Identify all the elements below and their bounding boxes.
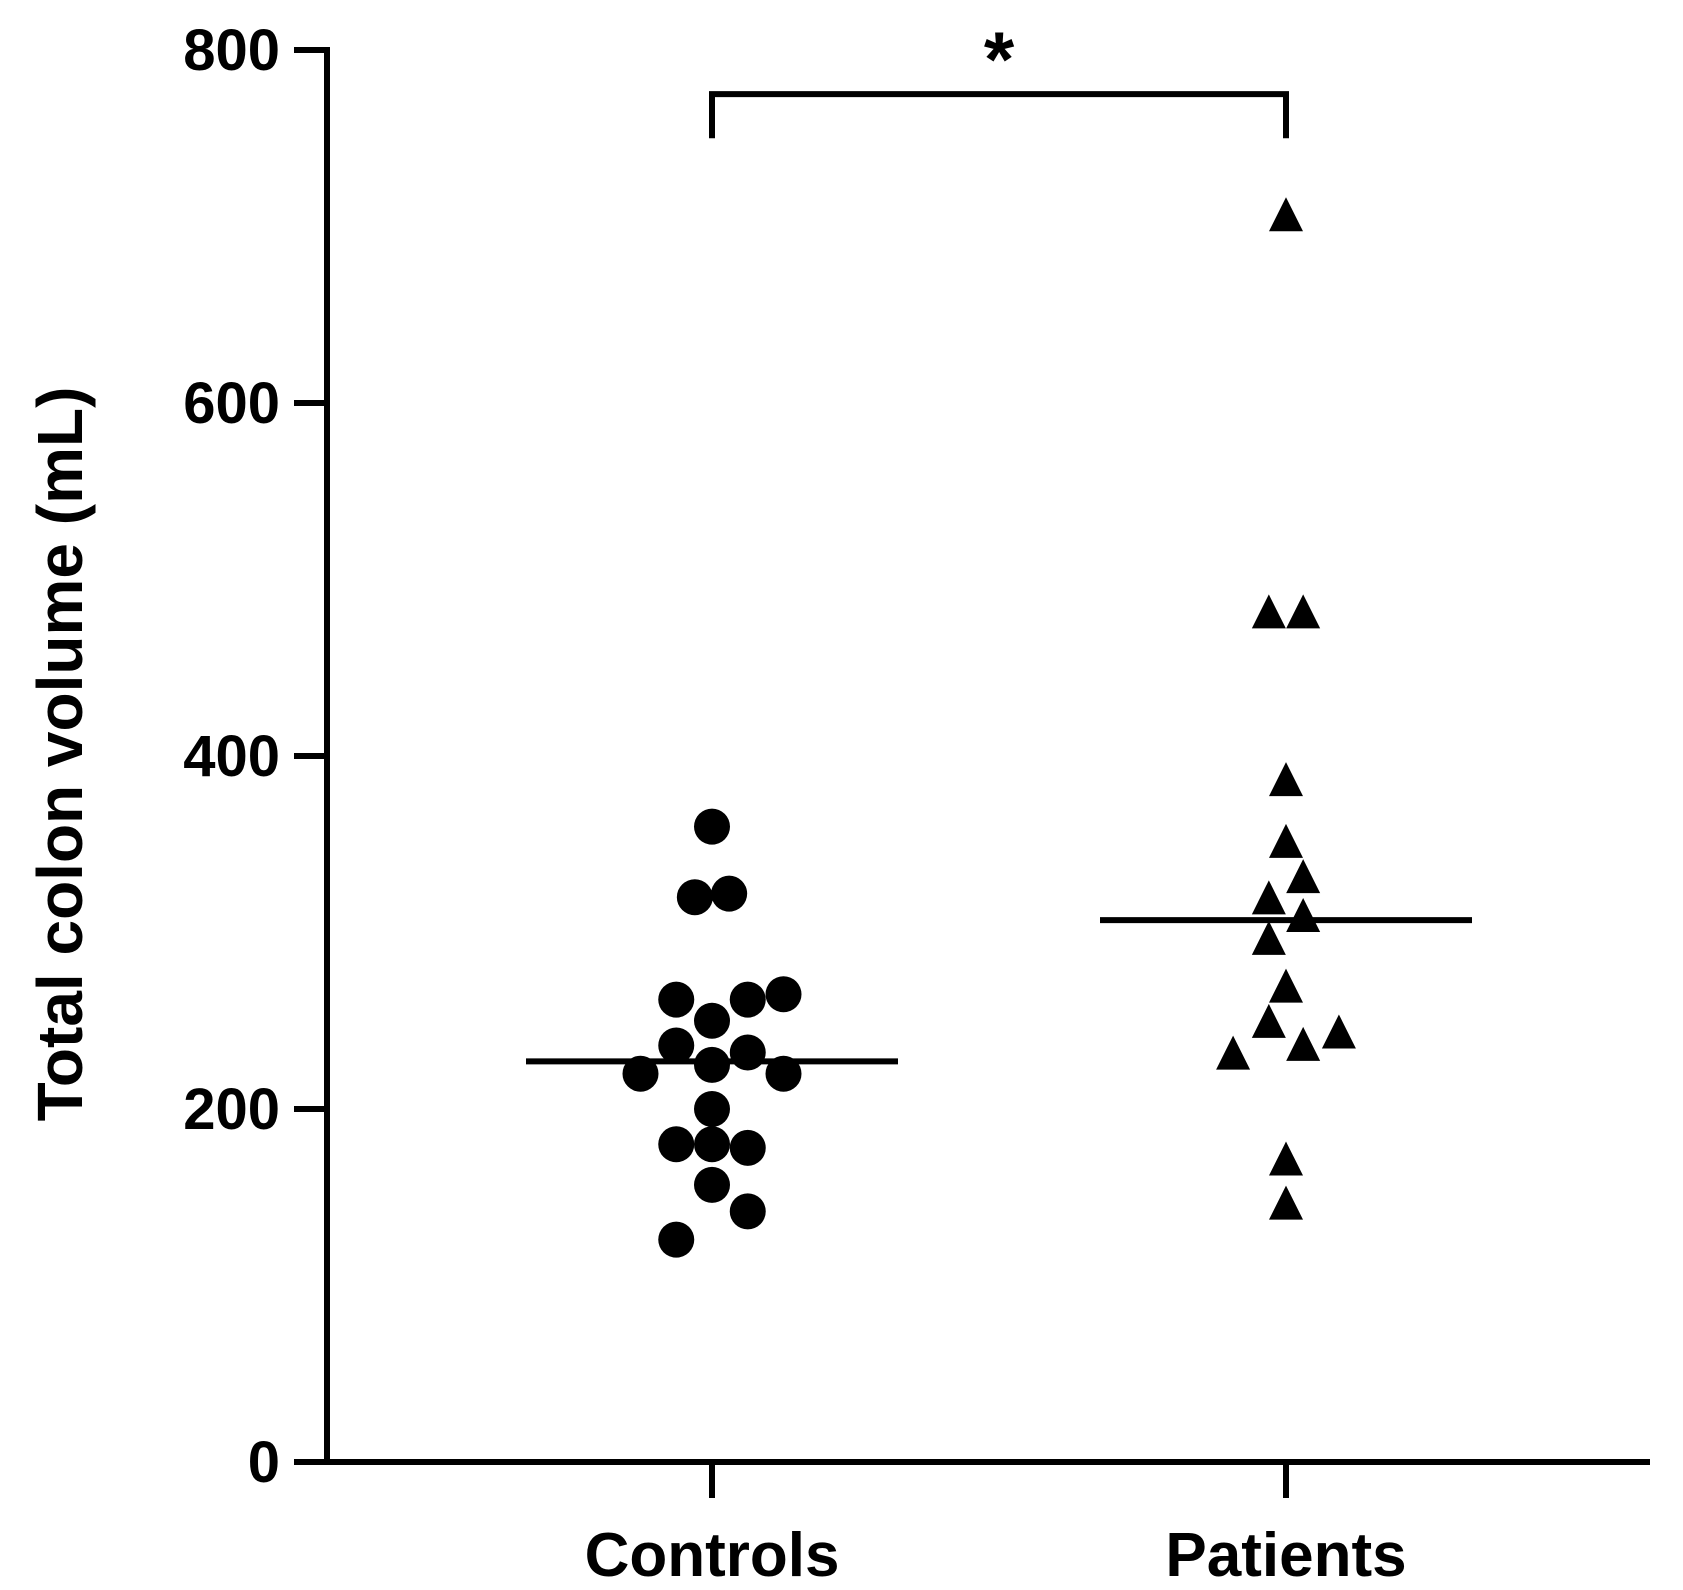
point-controls-7 — [658, 1027, 695, 1064]
point-patients-12 — [1286, 1026, 1321, 1061]
significance-asterisk: * — [984, 15, 1015, 103]
data-points — [622, 197, 1356, 1258]
axes-layer — [294, 47, 1650, 1465]
point-controls-13 — [658, 1126, 695, 1163]
y-tick-label-400: 400 — [183, 724, 280, 789]
y-tick-label-0: 0 — [248, 1430, 280, 1495]
significance-bracket — [709, 91, 1289, 139]
point-patients-14 — [1269, 1141, 1303, 1176]
point-patients-4 — [1269, 823, 1303, 858]
point-controls-12 — [694, 1091, 730, 1127]
point-controls-15 — [729, 1129, 766, 1166]
x-ticks: Controls Patients — [585, 1462, 1407, 1590]
point-controls-8 — [729, 1034, 766, 1071]
point-controls-5 — [765, 976, 802, 1013]
point-controls-10 — [622, 1055, 659, 1092]
y-ticks: 0 200 400 600 800 — [183, 18, 327, 1495]
point-patients-2 — [1286, 594, 1321, 629]
point-controls-2 — [711, 875, 748, 912]
point-patients-10 — [1251, 1003, 1286, 1038]
point-controls-4 — [729, 981, 766, 1018]
point-controls-14 — [694, 1126, 730, 1163]
point-patients-0 — [1269, 197, 1303, 232]
y-tick-label-800: 800 — [183, 18, 280, 83]
point-controls-0 — [694, 808, 730, 845]
point-patients-8 — [1251, 920, 1286, 955]
point-patients-1 — [1251, 594, 1286, 629]
y-tick-label-200: 200 — [183, 1077, 280, 1142]
y-tick-label-600: 600 — [183, 371, 280, 436]
point-patients-7 — [1286, 897, 1321, 932]
point-controls-9 — [694, 1046, 730, 1083]
point-controls-1 — [676, 879, 713, 916]
point-patients-11 — [1321, 1014, 1356, 1049]
point-patients-3 — [1269, 762, 1303, 797]
x-tick-label-controls: Controls — [585, 1521, 840, 1590]
point-patients-9 — [1269, 968, 1303, 1003]
point-patients-6 — [1251, 880, 1286, 915]
median-lines — [526, 917, 1472, 1065]
point-patients-15 — [1269, 1185, 1303, 1220]
significance-annotation: * — [709, 15, 1289, 139]
point-controls-6 — [694, 1002, 730, 1039]
point-patients-13 — [1216, 1035, 1251, 1070]
point-controls-11 — [765, 1055, 802, 1092]
point-patients-5 — [1286, 859, 1321, 894]
point-controls-16 — [694, 1166, 730, 1203]
point-controls-18 — [658, 1221, 695, 1258]
y-axis-title: Total colon volume (mL) — [24, 387, 96, 1122]
x-tick-label-patients: Patients — [1165, 1521, 1406, 1590]
point-controls-3 — [658, 981, 695, 1018]
point-controls-17 — [729, 1193, 766, 1230]
